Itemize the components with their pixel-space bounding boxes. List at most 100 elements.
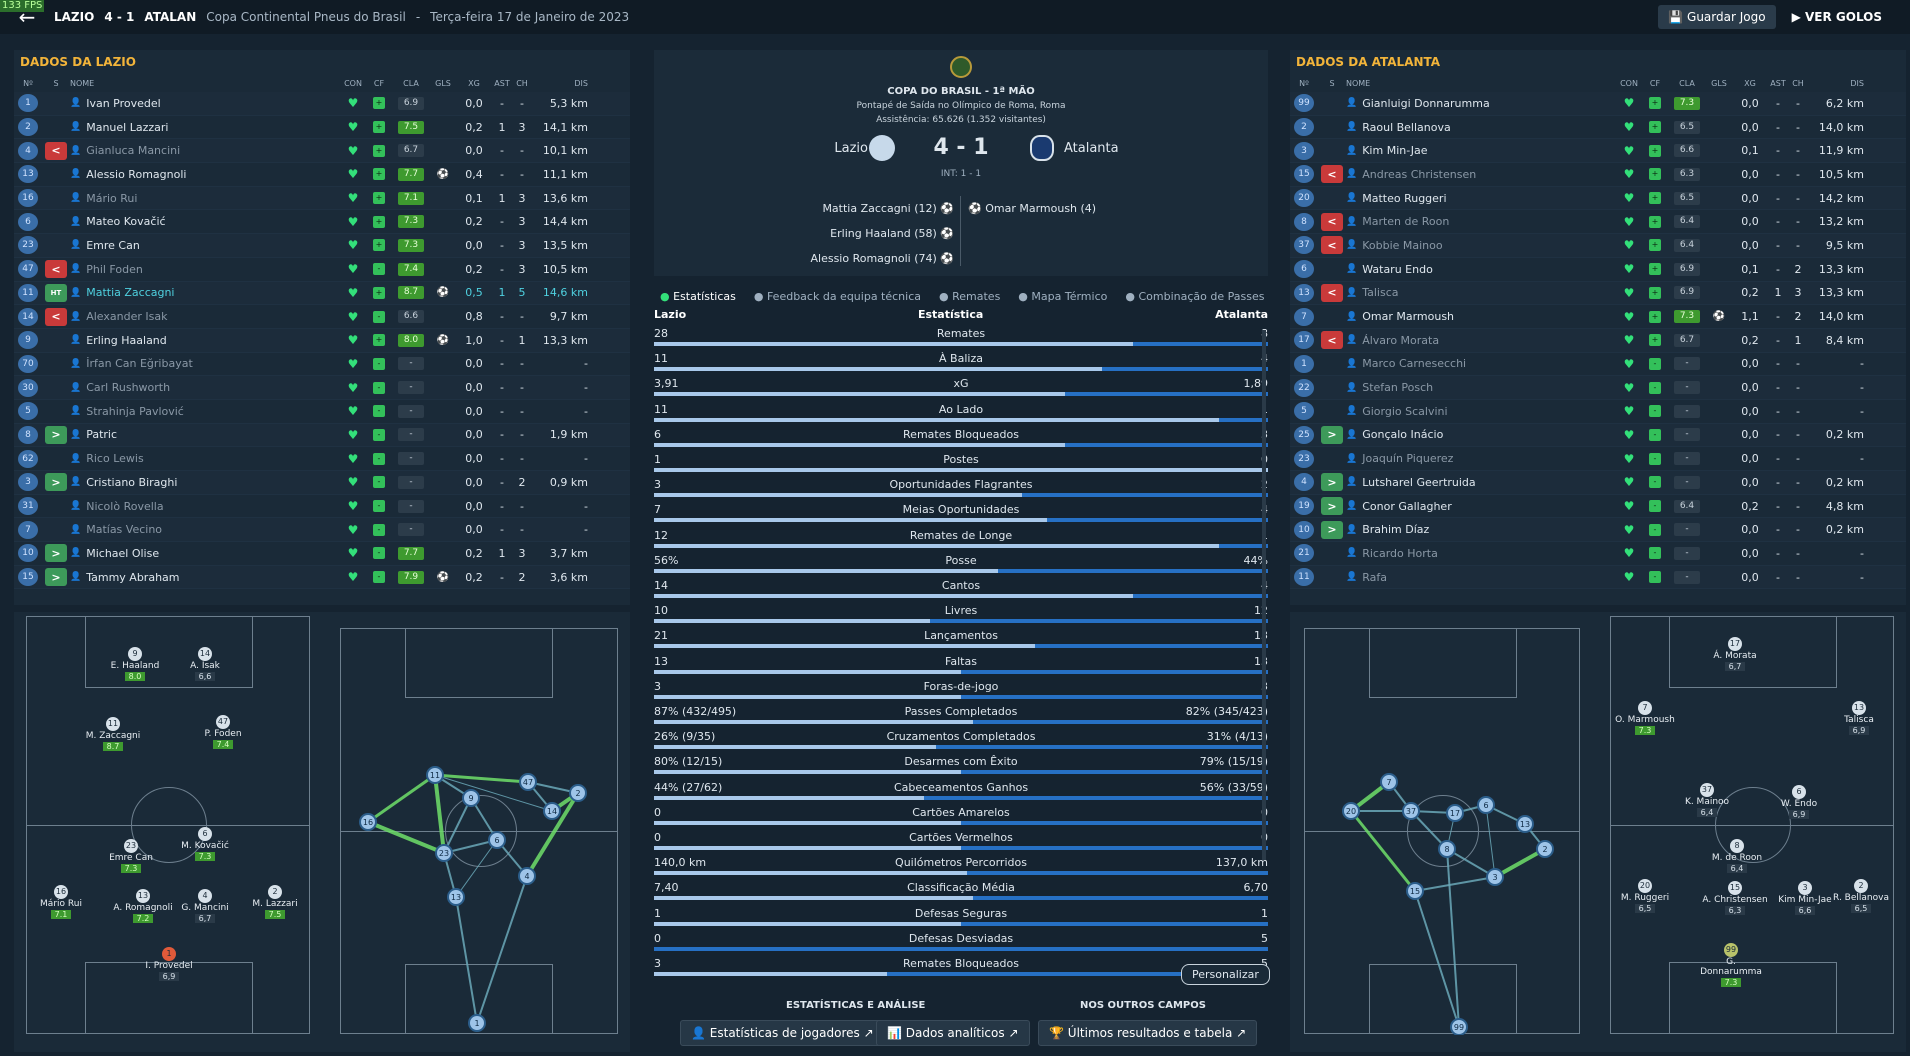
player-row[interactable]: 16 👤 Mário Rui ♥ +7.1 0,1 1 3 13,6 km — [14, 186, 630, 211]
col-num[interactable]: Nº — [23, 78, 33, 88]
player-name-cell[interactable]: 👤 Michael Olise — [70, 547, 340, 560]
pass-node[interactable]: 1 — [468, 1014, 486, 1032]
player-name-cell[interactable]: 👤 Emre Can — [70, 239, 340, 252]
col-con[interactable]: CON — [1620, 78, 1638, 88]
player-name[interactable]: Phil Foden — [86, 262, 143, 276]
player-name[interactable]: Andreas Christensen — [1362, 167, 1477, 181]
formation-player[interactable]: 1 I. Provedel 6,9 — [134, 947, 204, 982]
pass-node[interactable]: 16 — [359, 813, 377, 831]
pass-node[interactable]: 11 — [426, 766, 444, 784]
analytics-button[interactable]: 📊 Dados analíticos ↗ — [876, 1020, 1030, 1046]
player-row[interactable]: 25 > 👤 Gonçalo Inácio ♥ - -0,0- -0,2 km — [1290, 423, 1906, 448]
player-name-cell[interactable]: 👤 Rico Lewis — [70, 452, 340, 465]
pass-node[interactable]: 14 — [543, 802, 561, 820]
tab-estatisticas[interactable]: ● Estatísticas — [660, 289, 736, 303]
player-name-cell[interactable]: 👤 Ricardo Horta — [1346, 547, 1616, 560]
player-name[interactable]: Gianluigi Donnarumma — [1362, 96, 1490, 110]
formation-player[interactable]: 2 R. Bellanova 6,5 — [1826, 879, 1896, 914]
player-row[interactable]: 4 > 👤 Lutsharel Geertruida ♥ - -0,0- -0,2 km — [1290, 471, 1906, 495]
player-name-cell[interactable]: 👤 Marten de Roon — [1346, 215, 1616, 228]
player-name-cell[interactable]: 👤 Wataru Endo — [1346, 263, 1616, 276]
col-cla[interactable]: CLA — [1679, 78, 1695, 88]
player-name-cell[interactable]: 👤 Raoul Bellanova — [1346, 121, 1616, 134]
pass-node[interactable]: 15 — [1406, 882, 1424, 900]
save-game-button[interactable]: 💾 Guardar Jogo — [1658, 5, 1776, 29]
formation-player[interactable]: 7 O. Marmoush 7.3 — [1610, 701, 1680, 736]
formation-player[interactable]: 14 A. Isak 6,6 — [170, 647, 240, 682]
player-row[interactable]: 6 👤 Mateo Kovačić ♥ +7.3 0,2 -3 14,4 km — [14, 210, 630, 235]
player-row[interactable]: 3 > 👤 Cristiano Biraghi ♥ - -0,0-2 0,9 km — [14, 471, 630, 495]
player-name[interactable]: Marco Carnesecchi — [1362, 357, 1467, 371]
player-name[interactable]: Mário Rui — [86, 191, 138, 205]
player-name-cell[interactable]: 👤 Phil Foden — [70, 263, 340, 276]
player-name[interactable]: Conor Gallagher — [1362, 499, 1452, 513]
pass-node[interactable]: 6 — [1477, 796, 1495, 814]
player-row[interactable]: 8 > 👤 Patric ♥ - -0,0- -1,9 km — [14, 423, 630, 448]
player-row[interactable]: 2 👤 Manuel Lazzari ♥ +7.5 0,2 1 3 14,1 km — [14, 116, 630, 140]
home-team-name[interactable]: Lazio — [834, 141, 868, 156]
player-row[interactable]: 7 👤 Omar Marmoush ♥ +7.3 ⚽ 1,1 -2 14,0 km — [1290, 305, 1906, 329]
player-name[interactable]: Mattia Zaccagni — [86, 286, 175, 300]
player-name-cell[interactable]: 👤 Rafa — [1346, 571, 1616, 584]
pass-node[interactable]: 9 — [462, 789, 480, 807]
player-row[interactable]: 22 👤 Stefan Posch ♥ - -0,0- - - — [1290, 376, 1906, 400]
player-row[interactable]: 21 👤 Ricardo Horta ♥ - -0,0- - - — [1290, 542, 1906, 566]
player-name[interactable]: Alexander Isak — [86, 310, 168, 324]
player-name[interactable]: Talisca — [1362, 286, 1399, 300]
col-s[interactable]: S — [1329, 78, 1335, 88]
player-row[interactable]: 3 👤 Kim Min-Jae ♥ +6.6 0,1 - - 11,9 km — [1290, 139, 1906, 164]
player-row[interactable]: 70 👤 İrfan Can Eğribayat ♥ - -0,0- - - — [14, 353, 630, 377]
player-name[interactable]: Wataru Endo — [1362, 262, 1433, 276]
player-name-cell[interactable]: 👤 Matías Vecino — [70, 523, 340, 536]
player-name[interactable]: İrfan Can Eğribayat — [86, 357, 193, 371]
player-name-cell[interactable]: 👤 Talisca — [1346, 286, 1616, 299]
col-ch[interactable]: CH — [1792, 78, 1804, 88]
player-name-cell[interactable]: 👤 Kobbie Mainoo — [1346, 239, 1616, 252]
col-ch[interactable]: CH — [516, 78, 528, 88]
col-ast[interactable]: AST — [494, 78, 510, 88]
tab-mapa-termico[interactable]: ● Mapa Térmico — [1018, 289, 1108, 303]
player-name[interactable]: Mateo Kovačić — [86, 215, 166, 229]
player-name[interactable]: Matteo Ruggeri — [1362, 191, 1447, 205]
results-table-button[interactable]: 🏆 Últimos resultados e tabela ↗ — [1038, 1020, 1258, 1046]
player-name[interactable]: Erling Haaland — [86, 333, 167, 347]
player-row[interactable]: 2 👤 Raoul Bellanova ♥ +6.5 0,0 - - 14,0 km — [1290, 116, 1906, 140]
col-con[interactable]: CON — [344, 78, 362, 88]
player-name-cell[interactable]: 👤 Matteo Ruggeri — [1346, 192, 1616, 205]
player-stats-button[interactable]: 👤 Estatísticas de jogadores ↗ — [680, 1020, 885, 1046]
col-gls[interactable]: GLS — [435, 78, 451, 88]
formation-player[interactable]: 6 M. Kovačić 7.3 — [170, 827, 240, 862]
col-name[interactable]: NOME — [1346, 78, 1371, 88]
tab-combinacao-passes[interactable]: ● Combinação de Passes — [1125, 289, 1265, 303]
player-row[interactable]: 17 < 👤 Álvaro Morata ♥ +6.7 0,2 -1 8,4 km — [1290, 328, 1906, 353]
player-name[interactable]: Ricardo Horta — [1362, 546, 1438, 560]
formation-player[interactable]: 4 G. Mancini 6,7 — [170, 889, 240, 924]
player-name[interactable]: Ivan Provedel — [86, 96, 161, 110]
formation-player[interactable]: 20 M. Ruggeri 6,5 — [1610, 879, 1680, 914]
player-name-cell[interactable]: 👤 İrfan Can Eğribayat — [70, 357, 340, 370]
player-name-cell[interactable]: 👤 Tammy Abraham — [70, 571, 340, 584]
player-row[interactable]: 20 👤 Matteo Ruggeri ♥ +6.5 0,0 - - 14,2 km — [1290, 186, 1906, 211]
player-name[interactable]: Gianluca Mancini — [86, 144, 181, 158]
pass-node[interactable]: 2 — [569, 784, 587, 802]
player-row[interactable]: 47 < 👤 Phil Foden ♥ -7.4 0,2-3 10,5 km — [14, 258, 630, 282]
pass-node[interactable]: 8 — [1438, 840, 1456, 858]
col-cf[interactable]: CF — [373, 78, 385, 88]
player-name[interactable]: Rafa — [1362, 570, 1387, 584]
player-row[interactable]: 13 < 👤 Talisca ♥ +6.9 0,2 1 3 13,3 km — [1290, 281, 1906, 306]
player-name-cell[interactable]: 👤 Nicolò Rovella — [70, 500, 340, 513]
player-row[interactable]: 1 👤 Marco Carnesecchi ♥ - -0,0- - - — [1290, 353, 1906, 377]
player-name-cell[interactable]: 👤 Mateo Kovačić — [70, 215, 340, 228]
col-num[interactable]: Nº — [1299, 78, 1309, 88]
player-row[interactable]: 14 < 👤 Alexander Isak ♥ -6.6 0,8- -9,7 km — [14, 305, 630, 329]
formation-player[interactable]: 11 M. Zaccagni 8.7 — [78, 717, 148, 752]
col-name[interactable]: NOME — [70, 78, 95, 88]
player-row[interactable]: 23 👤 Joaquín Piquerez ♥ - -0,0- - - — [1290, 447, 1906, 471]
pass-node[interactable]: 23 — [435, 844, 453, 862]
formation-player[interactable]: 47 P. Foden 7.4 — [188, 715, 258, 750]
player-name[interactable]: Strahinja Pavlović — [86, 404, 184, 418]
player-name[interactable]: Kim Min-Jae — [1362, 144, 1428, 158]
player-name-cell[interactable]: 👤 Gonçalo Inácio — [1346, 428, 1616, 441]
player-row[interactable]: 23 👤 Emre Can ♥ +7.3 0,0 -3 13,5 km — [14, 234, 630, 258]
formation-player[interactable]: 13 A. Romagnoli 7.2 — [108, 889, 178, 924]
